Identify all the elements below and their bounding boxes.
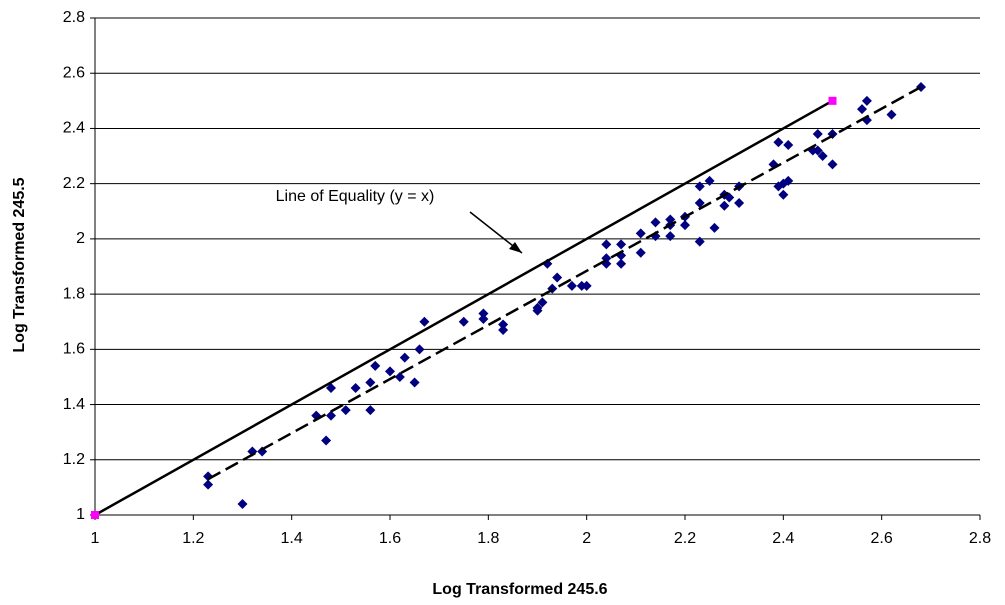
point <box>394 371 405 382</box>
y-tick-label: 2.2 <box>63 175 85 192</box>
x-tick-label: 1 <box>91 530 100 547</box>
point <box>91 511 99 519</box>
point <box>719 200 730 211</box>
y-tick-label: 1.8 <box>63 285 85 302</box>
y-tick-label: 1 <box>76 506 85 523</box>
point <box>635 228 646 239</box>
y-tick-label: 2 <box>76 230 85 247</box>
equality-line <box>94 99 834 517</box>
x-axis-title: Log Transformed 245.6 <box>432 581 607 598</box>
point <box>778 189 789 200</box>
point <box>419 316 430 327</box>
trend-line <box>207 85 922 481</box>
x-tick-label: 2.4 <box>772 530 794 547</box>
point <box>532 302 543 313</box>
x-tick-label: 1.4 <box>281 530 303 547</box>
point <box>601 239 612 250</box>
point <box>650 217 661 228</box>
point <box>409 377 420 388</box>
point <box>817 151 828 162</box>
point <box>478 308 489 319</box>
point <box>680 220 690 231</box>
x-tick-label: 1.6 <box>379 530 401 547</box>
point <box>478 313 489 324</box>
point <box>827 159 838 170</box>
point <box>828 96 837 105</box>
point <box>365 405 376 416</box>
point <box>552 272 563 283</box>
point <box>665 231 676 242</box>
point <box>385 366 395 377</box>
x-tick-label: 2.8 <box>969 530 991 547</box>
point <box>783 140 794 151</box>
point <box>709 222 720 233</box>
point <box>704 175 715 186</box>
point <box>414 344 425 355</box>
x-tick-label: 1.2 <box>182 530 204 547</box>
point <box>581 280 592 291</box>
point <box>321 435 332 446</box>
x-tick-label: 2 <box>582 530 591 547</box>
y-axis-title: Log Transformed 245.5 <box>11 177 28 352</box>
point <box>635 247 646 258</box>
y-tick-label: 1.4 <box>63 396 85 413</box>
point <box>498 325 509 336</box>
x-tick-label: 1.8 <box>477 530 499 547</box>
point <box>812 145 823 156</box>
x-tick-label: 2.2 <box>674 530 696 547</box>
point <box>350 382 361 393</box>
point <box>458 316 469 327</box>
point <box>694 197 705 208</box>
point <box>694 236 705 247</box>
point <box>857 104 867 115</box>
point <box>247 446 258 457</box>
y-tick-label: 1.6 <box>63 341 85 358</box>
x-tick-label: 2.6 <box>871 530 893 547</box>
y-tick-label: 1.2 <box>63 451 85 468</box>
point <box>365 377 376 388</box>
point <box>566 280 577 291</box>
point <box>237 498 248 509</box>
point <box>399 352 410 363</box>
point <box>498 319 509 330</box>
y-tick-label: 2.6 <box>63 64 85 81</box>
point <box>616 239 627 250</box>
point <box>783 175 794 186</box>
point <box>773 137 784 148</box>
point <box>886 109 897 120</box>
point <box>537 297 548 308</box>
arrow-head <box>509 242 522 253</box>
point <box>616 258 627 269</box>
point <box>694 181 705 192</box>
y-tick-label: 2.8 <box>63 9 85 26</box>
point <box>326 410 336 421</box>
point <box>340 405 351 416</box>
annotation: Line of Equality (y = x) <box>276 188 435 205</box>
point <box>861 95 872 106</box>
point <box>370 360 381 371</box>
point <box>812 128 823 139</box>
point <box>203 479 214 490</box>
point <box>665 214 676 225</box>
y-tick-label: 2.4 <box>63 120 85 137</box>
point <box>734 197 745 208</box>
point <box>326 382 336 393</box>
